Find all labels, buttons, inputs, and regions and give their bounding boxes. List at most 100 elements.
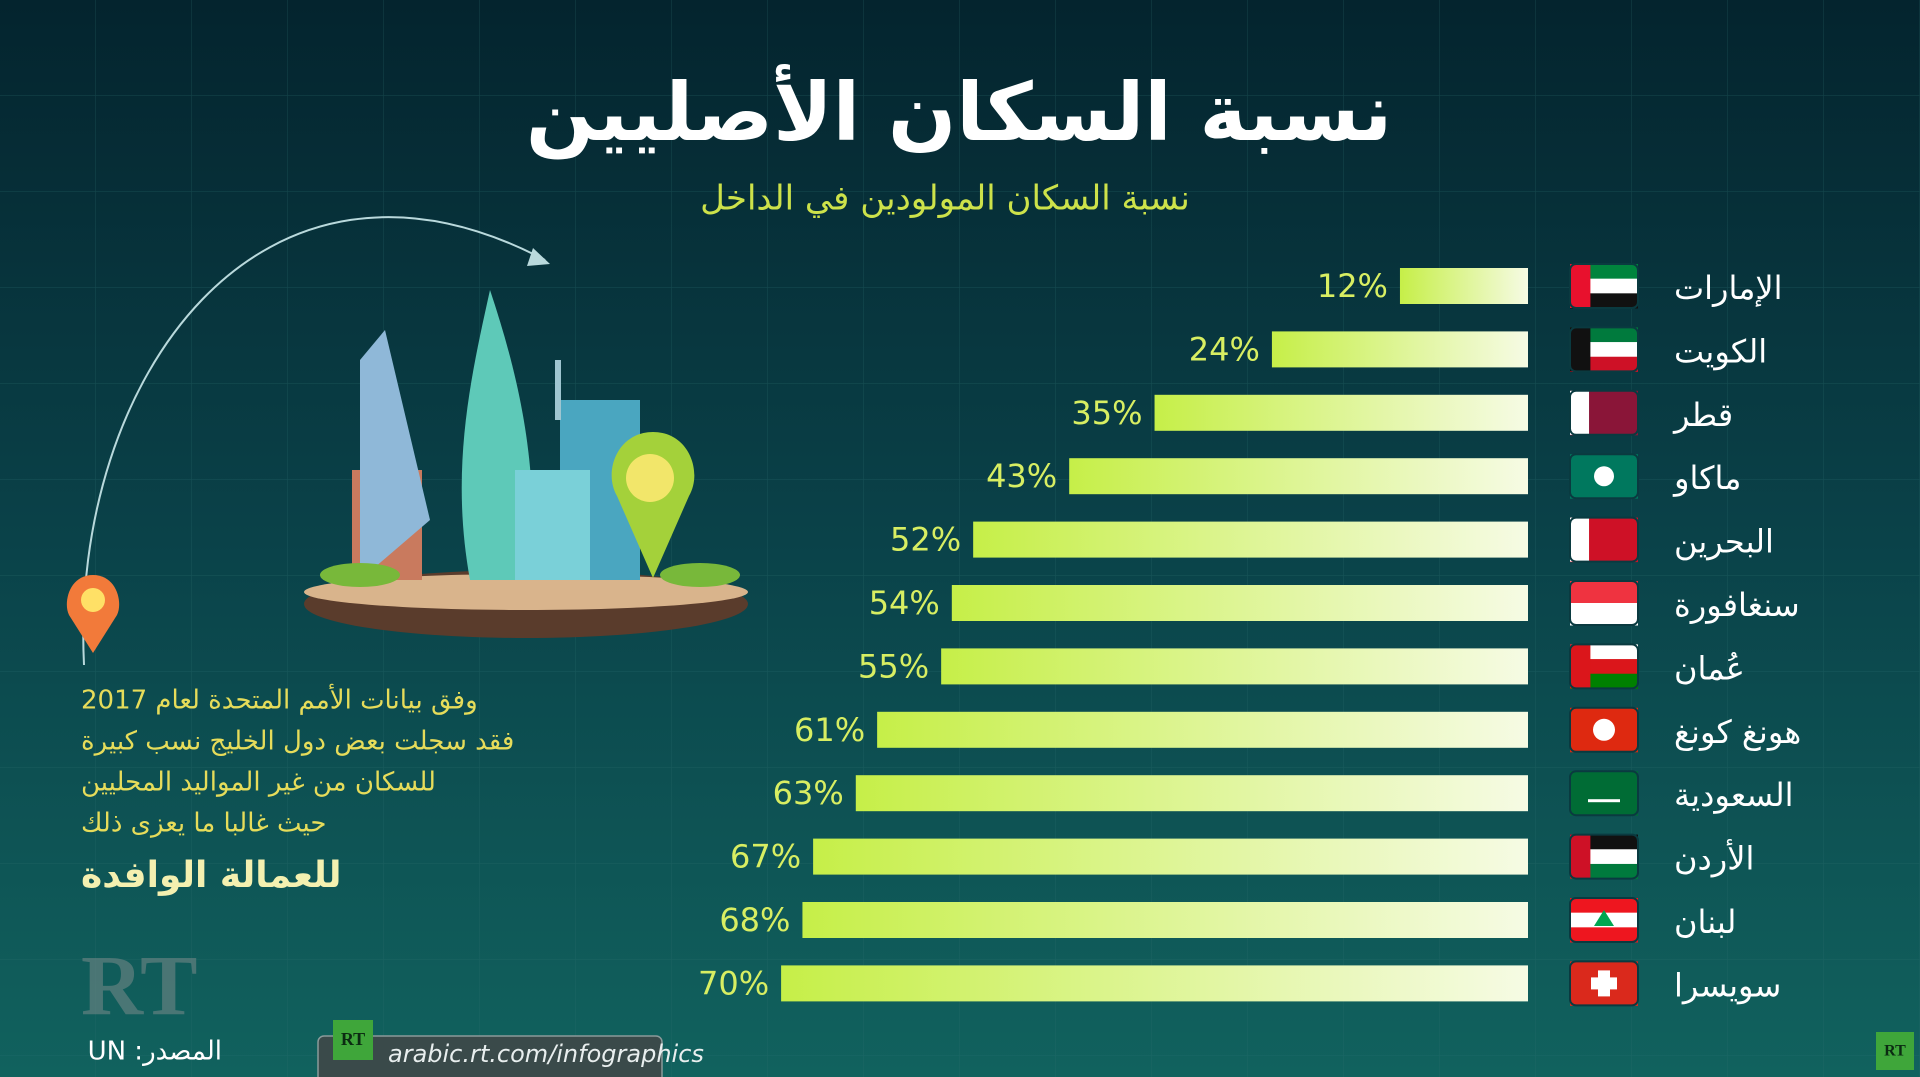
chart-subtitle: نسبة السكان المولودين في الداخل: [700, 179, 1190, 219]
bar: [973, 521, 1528, 558]
chart-title: نسبة السكان الأصليين: [526, 64, 1392, 160]
bar: [1069, 458, 1528, 495]
flag-frame: [1569, 326, 1639, 373]
note-line: حيث غالبا ما يعزى ذلك: [81, 809, 326, 839]
category-label: سنغافورة: [1674, 586, 1800, 624]
antenna: [555, 360, 561, 420]
flag-frame: [1569, 516, 1639, 563]
flag-frame: [1569, 453, 1639, 500]
flag-frame: [1569, 706, 1639, 753]
flag-band: [1570, 390, 1590, 435]
bar: [781, 965, 1528, 1002]
flag: [1569, 453, 1639, 500]
category-label: الكويت: [1674, 332, 1767, 370]
flag: [1569, 960, 1639, 1007]
bar: [813, 838, 1528, 875]
rt-badge-corner: [1876, 1032, 1914, 1070]
flag-emblem: [1593, 718, 1615, 741]
category-label: سويسرا: [1674, 966, 1781, 1004]
flag-stripe: [1570, 898, 1638, 914]
flag-frame: [1569, 389, 1639, 436]
building: [515, 470, 590, 580]
flag-frame: [1569, 770, 1639, 817]
value-label: 70%: [698, 964, 769, 1002]
flag: [1569, 706, 1639, 753]
flag-stripe: [1570, 603, 1638, 626]
illustration: [66, 216, 748, 666]
bar: [877, 711, 1528, 748]
flag-emblem: [1594, 466, 1614, 487]
flag: [1569, 580, 1639, 626]
note-line: للعمالة الوافدة: [81, 855, 341, 896]
bar: [941, 648, 1528, 685]
flag: [1569, 770, 1639, 817]
pin-large-dot: [626, 454, 674, 502]
bar: [951, 585, 1528, 621]
flag-frame: [1569, 263, 1639, 309]
category-label: الإمارات: [1674, 269, 1783, 307]
rt-badge-text: RT: [341, 1029, 365, 1049]
flag-band: [1570, 327, 1591, 372]
value-label: 63%: [773, 774, 844, 812]
flag-band: [1570, 264, 1591, 308]
flag: [1569, 833, 1639, 880]
note: وفق بيانات الأمم المتحدة لعام 2017 فقد سج…: [81, 683, 514, 897]
arrow-head: [527, 248, 550, 266]
category-label: ماكاو: [1672, 459, 1741, 497]
bar: [1399, 268, 1528, 304]
flag-frame: [1569, 643, 1639, 690]
category-label: لبنان: [1674, 903, 1736, 941]
website-box: [317, 1035, 663, 1077]
flag: [1569, 516, 1639, 563]
flag: [1569, 326, 1639, 373]
value-label: 68%: [719, 901, 790, 939]
value-label: 61%: [794, 711, 865, 749]
category-label: قطر: [1672, 396, 1733, 434]
value-label: 24%: [1189, 330, 1260, 368]
value-label: 12%: [1317, 267, 1388, 305]
value-label: 35%: [1071, 394, 1142, 432]
flag: [1569, 643, 1639, 690]
value-label: 43%: [986, 457, 1057, 495]
watermark-logo: RT: [81, 938, 197, 1034]
flag-emblem: [1588, 799, 1620, 803]
flag-emblem: [1594, 910, 1614, 926]
flag-band: [1570, 834, 1591, 879]
flag: [1569, 263, 1639, 309]
flag: [1569, 897, 1639, 943]
note-line: فقد سجلت بعض دول الخليج نسب كبيرة: [81, 727, 514, 757]
flag-frame: [1569, 960, 1639, 1007]
flag-frame: [1569, 897, 1639, 943]
bar: [855, 775, 1528, 812]
flag-stripe: [1570, 927, 1638, 943]
bar: [802, 902, 1528, 938]
category-label: البحرين: [1674, 523, 1774, 561]
value-label: 55%: [858, 647, 929, 685]
category-label: السعودية: [1674, 776, 1793, 814]
value-label: 52%: [890, 521, 961, 559]
value-label: 67%: [730, 838, 801, 876]
island-top: [304, 574, 748, 610]
flag-band: [1570, 644, 1591, 689]
pin-dot: [81, 588, 105, 612]
bar: [1271, 331, 1528, 368]
arrow: [82, 216, 546, 666]
pin: [66, 575, 120, 653]
bars: 12% الإمارات 24% الكويت 35% قطر 43% ماكاو 52% الب…: [698, 263, 1801, 1007]
website[interactable]: arabic.rt.com/infographics: [388, 1040, 704, 1068]
value-label: 54%: [869, 584, 940, 622]
note-line: وفق بيانات الأمم المتحدة لعام 2017: [81, 683, 478, 716]
category-label: الأردن: [1674, 839, 1754, 878]
category-label: عُمان: [1674, 649, 1745, 687]
rt-badge: [333, 1020, 373, 1060]
building: [461, 290, 533, 580]
flag-stripe: [1570, 581, 1638, 604]
flag-band: [1570, 517, 1590, 562]
flag-stripe: [1570, 771, 1638, 816]
flag: [1569, 389, 1639, 436]
source: المصدر: UN: [88, 1037, 222, 1067]
flag-cross: [1591, 977, 1617, 990]
note-line: للسكان من غير المواليد المحليين: [81, 768, 436, 798]
